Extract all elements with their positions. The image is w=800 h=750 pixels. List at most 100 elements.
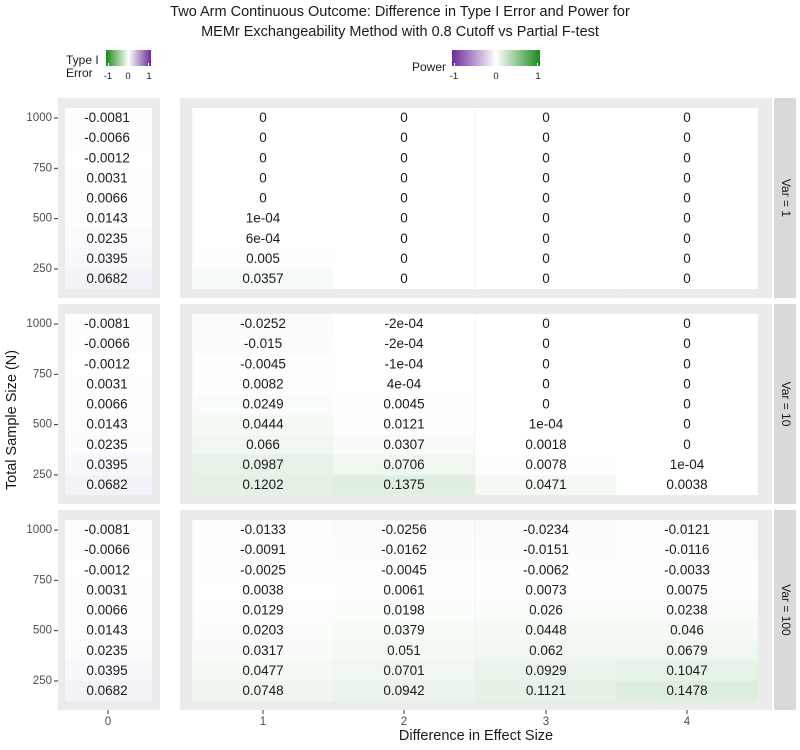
power-cell-label: 0.0748 bbox=[242, 683, 283, 698]
type1-cell-label: 0.0235 bbox=[86, 231, 127, 246]
type1-cell bbox=[65, 600, 152, 621]
power-cell bbox=[333, 454, 475, 475]
power-cell bbox=[333, 188, 475, 209]
power-cell-label: 0 bbox=[542, 110, 550, 125]
type1-cell-label: -0.0066 bbox=[84, 336, 130, 351]
power-cell bbox=[333, 248, 475, 269]
power-cell bbox=[192, 188, 334, 209]
legend-power-tick-max: 1 bbox=[535, 71, 541, 82]
power-cell bbox=[475, 248, 617, 269]
power-cell-label: 0 bbox=[683, 110, 691, 125]
power-cell bbox=[616, 640, 758, 661]
legend-type1-label-line-1: Type I bbox=[66, 53, 99, 67]
power-cell-label: 0 bbox=[683, 397, 691, 412]
power-cell bbox=[616, 334, 758, 355]
power-cell bbox=[475, 640, 617, 661]
power-cell bbox=[192, 600, 334, 621]
type1-cell-label: 0.0031 bbox=[86, 582, 127, 597]
power-cell bbox=[192, 540, 334, 561]
facet-strip-1 bbox=[774, 98, 796, 298]
type1-cell-label: 0.0395 bbox=[86, 457, 127, 472]
power-cell bbox=[333, 148, 475, 169]
y-tick-label: 250 bbox=[33, 469, 52, 481]
power-cell bbox=[333, 228, 475, 249]
type1-cell-label: 0.0066 bbox=[86, 397, 127, 412]
power-cell bbox=[192, 560, 334, 581]
power-cell bbox=[192, 354, 334, 375]
power-cell-label: 0.066 bbox=[246, 437, 280, 452]
x-axis-label: Difference in Effect Size bbox=[398, 728, 554, 744]
facet-strip-label-2: Var = 10 bbox=[779, 382, 793, 427]
y-tick-label: 1000 bbox=[26, 112, 52, 124]
power-cell-label: 0.0307 bbox=[383, 437, 424, 452]
power-cell-label: 0 bbox=[542, 251, 550, 266]
power-cell-label: 0 bbox=[683, 130, 691, 145]
power-cell bbox=[192, 519, 334, 541]
chart-title: Two Arm Continuous Outcome: Difference i… bbox=[0, 2, 800, 42]
power-cell bbox=[475, 228, 617, 249]
type1-cell bbox=[65, 313, 152, 335]
power-cell-label: 0.0061 bbox=[383, 582, 424, 597]
power-cell-label: -0.0234 bbox=[523, 522, 569, 537]
power-cell-label: -0.0116 bbox=[665, 542, 710, 557]
power-cell bbox=[192, 680, 334, 702]
power-cell bbox=[475, 188, 617, 209]
x-tick-label: 2 bbox=[401, 716, 407, 728]
power-cell-label: 0 bbox=[259, 150, 267, 165]
power-cell-label: 0.0942 bbox=[383, 683, 424, 698]
power-cell-label: -0.0133 bbox=[240, 522, 286, 537]
power-cell bbox=[192, 313, 334, 335]
power-cell bbox=[333, 434, 475, 455]
power-cell bbox=[333, 560, 475, 581]
power-cell bbox=[475, 600, 617, 621]
type1-cell-label: 0.0235 bbox=[86, 437, 127, 452]
power-cell-label: 0 bbox=[400, 130, 408, 145]
power-cell bbox=[192, 394, 334, 415]
type1-cell-label: 0.0682 bbox=[86, 271, 127, 286]
power-cell bbox=[333, 600, 475, 621]
legend-type1-label-line-2: Error bbox=[66, 66, 93, 80]
y-tick-label: 500 bbox=[33, 625, 52, 637]
power-cell bbox=[616, 228, 758, 249]
x-tick-label: 4 bbox=[684, 716, 691, 728]
power-cell bbox=[475, 208, 617, 229]
power-cell-label: 0.0018 bbox=[525, 437, 566, 452]
power-cell-label: 0 bbox=[400, 110, 408, 125]
power-cell-label: 0 bbox=[542, 316, 550, 331]
type1-cell-label: 0.0682 bbox=[86, 477, 127, 492]
power-cell bbox=[192, 168, 334, 189]
type1-cell bbox=[65, 414, 152, 435]
power-cell-label: 0.0444 bbox=[242, 417, 284, 432]
power-cell-label: 0.026 bbox=[529, 603, 563, 618]
power-cell bbox=[475, 519, 617, 541]
power-cell-label: 4e-04 bbox=[387, 376, 422, 391]
power-cell-label: 0 bbox=[542, 271, 550, 286]
power-cell bbox=[475, 107, 617, 129]
type1-cell bbox=[65, 660, 152, 681]
type1-cell bbox=[65, 128, 152, 149]
power-cell bbox=[616, 560, 758, 581]
type1-cell bbox=[65, 168, 152, 189]
power-cell-label: -0.0025 bbox=[240, 562, 286, 577]
power-cell-label: 0.0471 bbox=[525, 477, 566, 492]
power-cell-label: 0.0045 bbox=[383, 397, 424, 412]
power-cell bbox=[333, 580, 475, 601]
power-cell bbox=[475, 394, 617, 415]
y-tick-label: 1000 bbox=[26, 524, 52, 536]
legend-power: Power -1 0 1 bbox=[0, 0, 600, 90]
power-cell bbox=[333, 474, 475, 496]
power-cell-label: 0.0203 bbox=[242, 623, 283, 638]
power-cell-label: -0.0256 bbox=[381, 522, 427, 537]
power-cell-label: 0.0238 bbox=[666, 603, 707, 618]
legend-power-tick-min: -1 bbox=[449, 71, 459, 82]
power-cell-label: 0.0987 bbox=[242, 457, 283, 472]
power-cell bbox=[475, 540, 617, 561]
power-cell bbox=[333, 208, 475, 229]
type1-cell-label: 0.0143 bbox=[86, 211, 127, 226]
power-cell-label: -0.0252 bbox=[240, 316, 286, 331]
power-cell-label: 0.0249 bbox=[242, 397, 283, 412]
power-cell-label: 0.0357 bbox=[242, 271, 283, 286]
legend-type1-error: Type I Error -1 0 1 bbox=[0, 0, 200, 90]
power-cell bbox=[333, 660, 475, 681]
